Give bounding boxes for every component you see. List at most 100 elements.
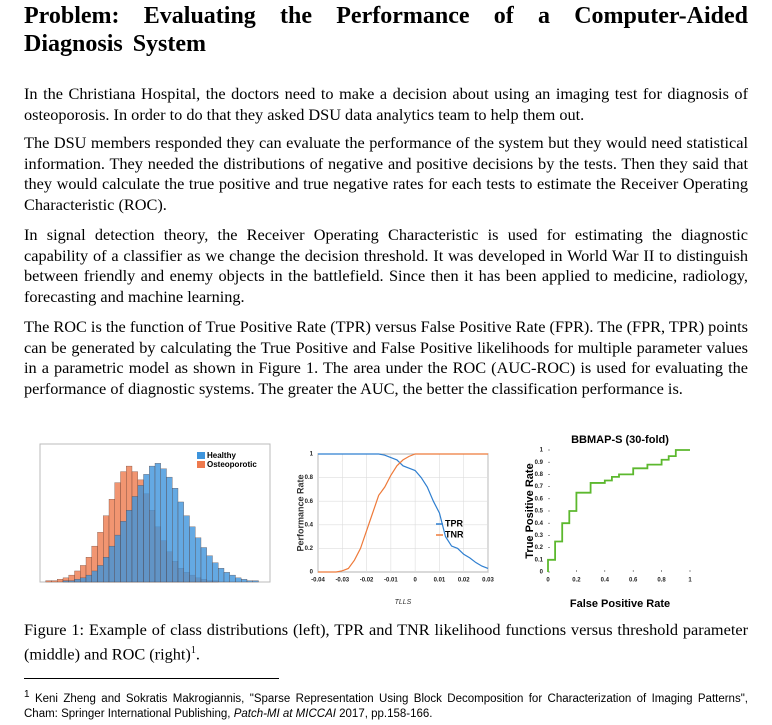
y-tick-label: 1 (310, 452, 314, 458)
histogram-bar (68, 580, 75, 583)
histogram-bar (51, 580, 58, 583)
y-tick-label: 0 (540, 570, 544, 576)
paragraph: The ROC is the function of True Positive… (24, 317, 748, 398)
histogram-bar (120, 521, 127, 583)
x-tick-label: 1 (688, 578, 692, 584)
y-tick-label: 0.4 (305, 522, 314, 528)
y-tick-label: 0.1 (535, 557, 544, 563)
x-tick-label: 0 (413, 578, 417, 584)
histogram-bar (62, 580, 69, 583)
y-tick-label: 0.6 (535, 496, 544, 502)
histogram-bar (166, 476, 173, 583)
x-tick-label: 0.02 (458, 578, 470, 584)
histogram-bar (223, 572, 230, 583)
x-tick-label: -0.01 (384, 578, 398, 584)
y-tick-label: 0.9 (535, 460, 544, 466)
x-tick-label: 0 (546, 578, 550, 584)
histogram-bar (108, 545, 115, 583)
paragraph: In the Christiana Hospital, the doctors … (24, 84, 748, 124)
legend-label: Healthy (207, 451, 236, 460)
histogram-bar (195, 537, 202, 583)
histogram-bar (57, 579, 64, 583)
histogram-bar (85, 574, 92, 583)
histogram-bar (246, 580, 253, 583)
y-tick-label: 0.3 (535, 533, 544, 539)
data-line (318, 453, 489, 570)
caption: Figure 1: Example of class distributions… (24, 620, 748, 664)
data-line (547, 449, 690, 572)
histogram-bar (229, 574, 236, 583)
histogram-bar (91, 570, 98, 583)
figure: BBMAP-S (30-fold) False Positive Rate Tr… (39, 434, 692, 610)
histogram-bar (218, 568, 225, 583)
x-tick-label: 0.8 (657, 578, 666, 584)
paragraph: The DSU members responded they can evalu… (24, 133, 748, 214)
y-tick-label: 0.2 (535, 545, 544, 551)
y-tick-label: 0.5 (535, 509, 544, 515)
histogram-bar (114, 534, 121, 583)
x-tick-label: 0.03 (482, 578, 494, 584)
histogram-bar (126, 510, 133, 583)
histogram-bar (80, 577, 87, 583)
histogram-bar (45, 580, 52, 583)
data-line (318, 453, 488, 573)
legend-swatch (197, 461, 205, 468)
histogram-bar (241, 579, 248, 583)
y-tick-label: 0.7 (535, 484, 544, 490)
histogram-bar (235, 577, 242, 583)
y-tick-label: 1 (540, 448, 544, 454)
histogram-bar (97, 565, 104, 583)
x-tick-label: 0.6 (629, 578, 638, 584)
footnote-marker: 1 (24, 689, 30, 700)
footnote: 1 Keni Zheng and Sokratis Makrogiannis, … (24, 687, 748, 722)
histogram-bar (149, 465, 156, 583)
footnote-text: Keni Zheng and Sokratis Makrogiannis, "S… (24, 692, 748, 720)
chart-title: BBMAP-S (30-fold) (571, 434, 669, 446)
histogram-bar (252, 580, 259, 583)
x-tick-label: 0.4 (601, 578, 610, 584)
footnote-text: 2017, pp.158-166. (335, 707, 433, 720)
histogram-bar (131, 496, 138, 583)
histogram-bar (200, 547, 207, 583)
histogram-bar (160, 468, 167, 583)
y-tick-label: 0 (310, 570, 314, 576)
x-tick-label: -0.03 (335, 578, 349, 584)
x-tick-label: -0.02 (360, 578, 374, 584)
histogram-bar (154, 463, 161, 583)
legend-swatch (197, 452, 205, 459)
title: Problem: Evaluating the Performance of a… (24, 3, 748, 57)
x-axis-label: False Positive Rate (570, 598, 670, 610)
plot-frame (317, 453, 489, 573)
histogram-bar (143, 474, 150, 583)
caption-sup: 1 (190, 644, 196, 656)
histogram-bar (74, 579, 81, 583)
histogram-bar (137, 485, 144, 583)
histogram-bar (103, 557, 110, 583)
histogram-bar (183, 515, 190, 583)
legend-label: TNR (445, 529, 464, 539)
y-tick-label: 0.8 (305, 475, 314, 481)
legend-label: TPR (445, 518, 464, 528)
y-tick-label: 0.6 (305, 499, 314, 505)
footnote-italic: Patch-MI at MICCAI (233, 707, 336, 720)
x-tick-label: -0.04 (311, 578, 325, 584)
histogram-bar (189, 526, 196, 583)
x-axis-label: TLLS (395, 599, 412, 606)
legend-label: Osteoporotic (207, 460, 257, 469)
histogram-bar (177, 501, 184, 583)
footnote-rule (24, 678, 279, 679)
y-axis-label: True Positive Rate (524, 463, 536, 558)
caption-text: Figure 1: Example of class distributions… (24, 620, 748, 663)
y-axis-label: Performance Rate (295, 474, 305, 551)
x-tick-label: 0.2 (572, 578, 581, 584)
histogram-bar (172, 488, 179, 583)
y-tick-label: 0.8 (535, 472, 544, 478)
x-tick-label: 0.01 (434, 578, 446, 584)
paragraph: In signal detection theory, the Receiver… (24, 225, 748, 306)
histogram-bar (206, 555, 213, 583)
y-tick-label: 0.2 (305, 546, 314, 552)
caption-end: . (195, 643, 200, 663)
histogram-bar (212, 562, 219, 583)
y-tick-label: 0.4 (535, 521, 544, 527)
